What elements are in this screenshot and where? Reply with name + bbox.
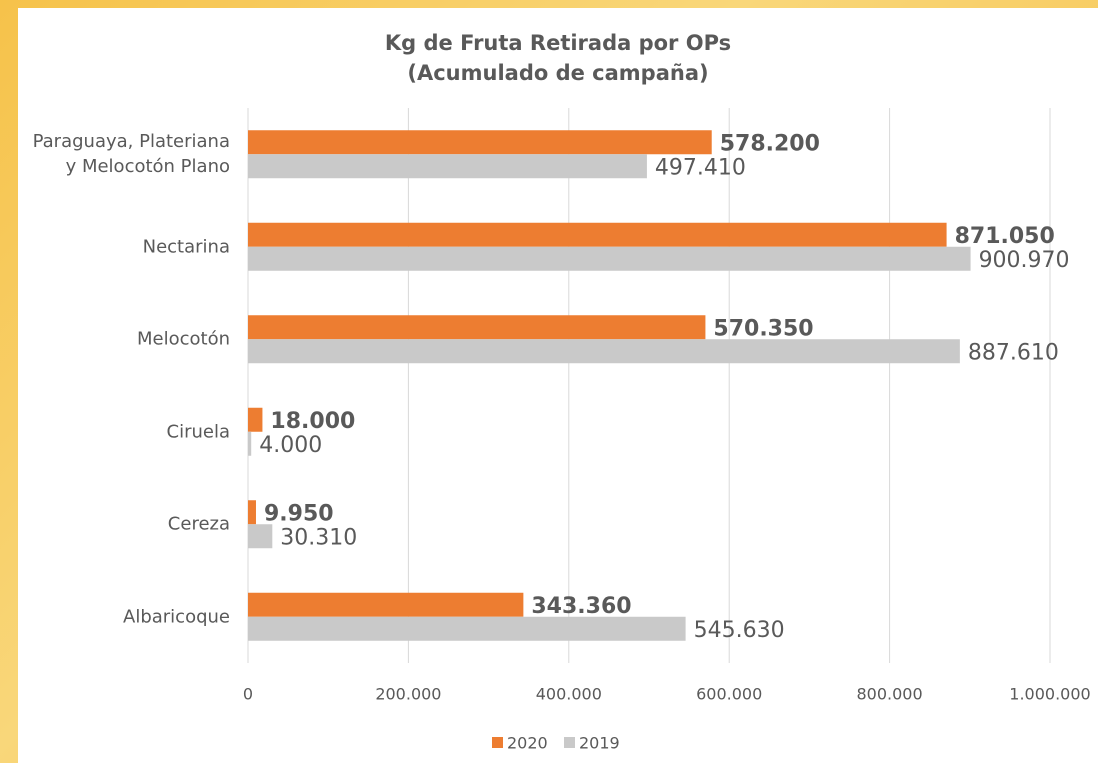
category-label: Ciruela [166, 421, 230, 443]
bar [248, 500, 256, 525]
category-label: Albaricoque [123, 606, 230, 628]
bar [248, 130, 712, 155]
data-label: 9.950 [264, 501, 334, 526]
chart: Kg de Fruta Retirada por OPs (Acumulado … [243, 31, 1091, 753]
bar [248, 407, 263, 432]
data-label: 18.000 [270, 409, 355, 434]
bar [248, 524, 273, 549]
data-label: 570.350 [713, 316, 813, 341]
bar [248, 315, 706, 340]
legend-label: 2019 [579, 734, 620, 753]
legend-label: 2020 [507, 734, 548, 753]
category-label: Paraguaya, Plateriana y Melocotón Plano [32, 131, 230, 178]
data-label: 497.410 [655, 155, 746, 180]
chart-title: Kg de Fruta Retirada por OPs [385, 31, 731, 55]
bar [248, 246, 971, 271]
data-label: 887.610 [968, 340, 1059, 365]
x-tick-label: 600.000 [696, 685, 762, 704]
data-label: 545.630 [694, 618, 785, 643]
bar [248, 592, 524, 617]
bar [248, 222, 947, 247]
category-label: Cereza [167, 513, 230, 535]
x-tick-label: 400.000 [536, 685, 602, 704]
bar [248, 431, 252, 456]
chart-subtitle: (Acumulado de campaña) [407, 61, 708, 85]
x-tick-label: 800.000 [857, 685, 923, 704]
x-tick-label: 0 [243, 685, 253, 704]
data-label: 871.050 [955, 224, 1055, 249]
data-label: 30.310 [280, 525, 357, 550]
x-tick-label: 1.000.000 [1009, 685, 1090, 704]
data-label: 578.200 [720, 131, 820, 156]
legend-swatch [492, 737, 503, 748]
data-label: 343.360 [531, 594, 631, 619]
data-label: 900.970 [979, 248, 1070, 273]
legend-swatch [564, 737, 575, 748]
chart-panel: Kg de Fruta Retirada por OPs (Acumulado … [18, 8, 1098, 763]
category-label: Melocotón [136, 328, 230, 350]
data-label: 4.000 [259, 433, 322, 458]
bar [248, 339, 960, 364]
x-tick-label: 200.000 [375, 685, 441, 704]
category-label: Nectarina [142, 236, 230, 258]
bar [248, 154, 647, 179]
bar [248, 616, 686, 641]
